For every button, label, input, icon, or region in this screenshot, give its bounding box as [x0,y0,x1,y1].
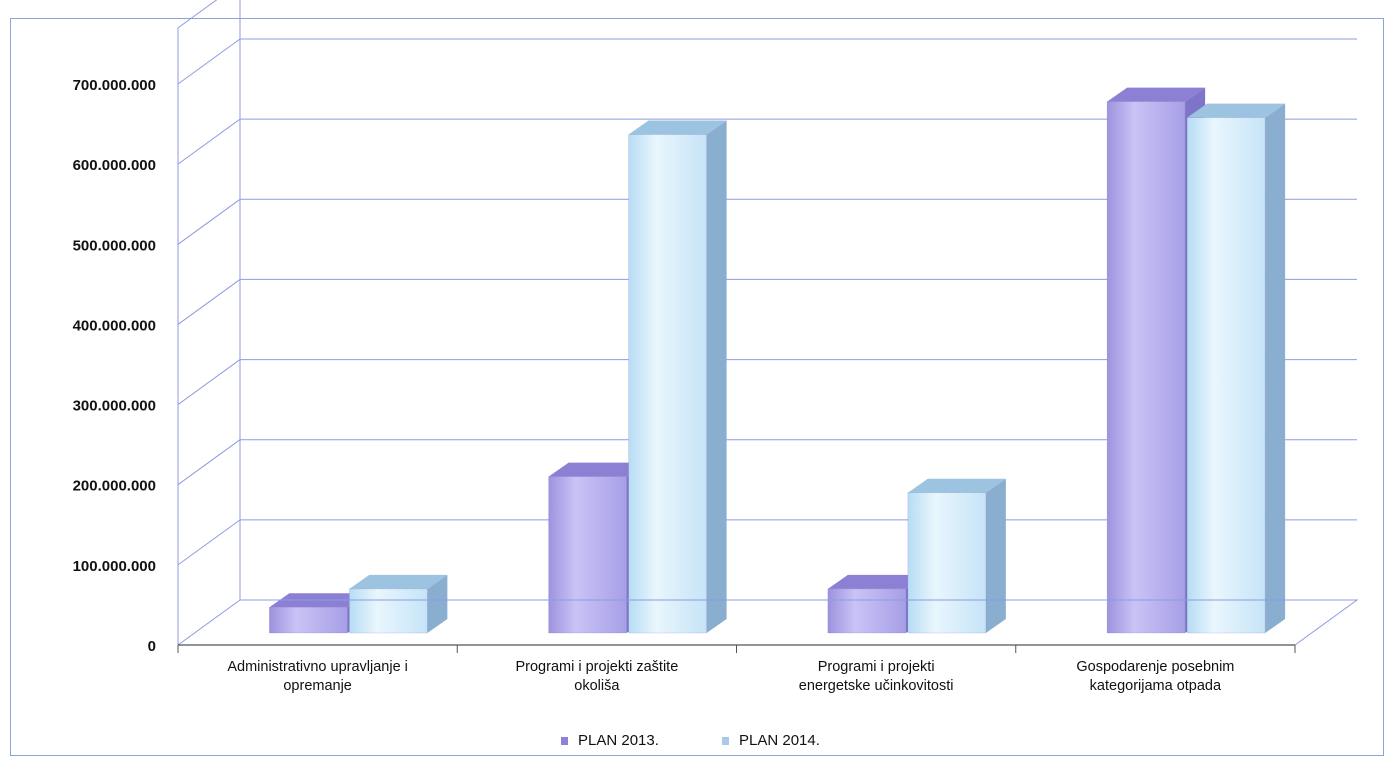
y-tick-label: 300.000.000 [73,398,156,415]
gridline-side [177,0,218,29]
y-tick-label: 0 [148,638,156,655]
y-tick-label: 700.000.000 [73,77,156,94]
bar-top [548,462,647,477]
bar-2014 [907,478,1006,634]
bar-top [1187,103,1286,118]
y-tick-label: 100.000.000 [73,558,156,575]
y-tick-label: 500.000.000 [73,237,156,254]
bar-2014 [1186,103,1286,634]
bars [269,87,1286,634]
chart-frame [10,18,1384,756]
bar-side [985,478,1006,633]
bar-front [1106,101,1186,634]
bar-top [628,120,727,135]
bar-side [1265,103,1286,634]
legend-swatch [722,737,729,745]
y-tick-label: 200.000.000 [73,478,156,495]
legend-label: PLAN 2013. [578,732,659,749]
y-tick-label: 600.000.000 [73,157,156,174]
gridline-side [177,198,241,245]
bar-top [349,574,448,589]
gridline-side [177,519,241,566]
labels: 0 100.000.000 200.000.000 300.000.000 400.00… [73,77,1235,694]
y-tick-label: 400.000.000 [73,317,156,334]
gridline-side [177,359,241,405]
bar-front [827,588,907,634]
x-category-label: Administrativno upravljanje i [227,659,408,675]
bar-front [349,588,428,634]
bar-2014 [628,120,727,634]
x-category-label: Gospodarenje posebnim [1076,659,1234,675]
x-category-label: energetske učinkovitosti [799,678,954,694]
gridline-side [177,118,241,165]
x-category-label: Programi i projekti zaštite [515,659,678,675]
bar-top [1107,87,1206,102]
floor-outline [177,599,1359,646]
bar-front [269,607,348,634]
bar-front [628,134,707,634]
legend: PLAN 2013. PLAN 2014. [561,732,820,749]
bar-2014 [349,574,448,634]
bar-side [427,574,448,633]
gridline-side [177,279,241,325]
bar-front [907,492,987,634]
legend-swatch [561,737,568,745]
x-category-label: okoliša [574,678,620,694]
bar-top [827,574,926,589]
bar-front [1186,117,1266,634]
x-category-label: kategorijama otpada [1090,678,1222,694]
axes [177,0,1359,653]
legend-label: PLAN 2014. [739,732,820,749]
bar-top [907,478,1006,493]
gridline-side [177,38,241,85]
gridline-side [177,439,241,486]
bar-side [706,120,727,634]
x-category-label: Programi i projekti [818,659,935,675]
x-category-label: opremanje [283,678,352,694]
bar-front [548,476,627,634]
